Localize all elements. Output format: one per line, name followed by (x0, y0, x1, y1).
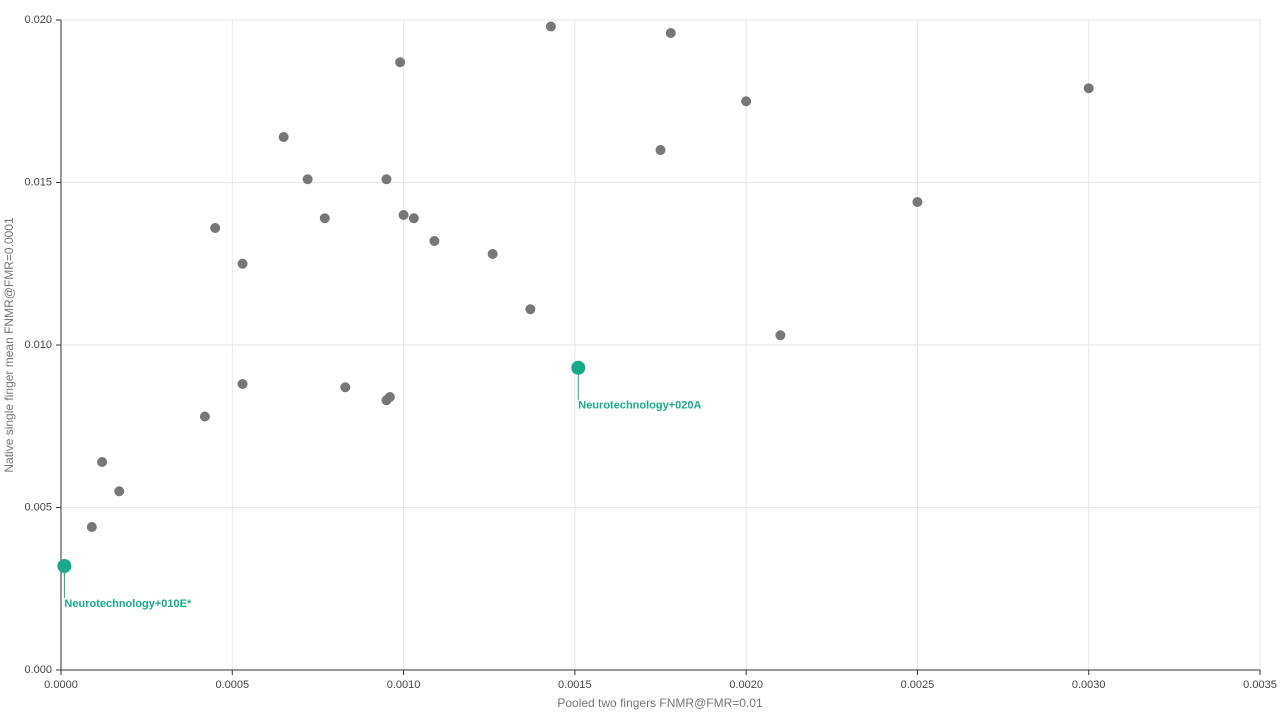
y-tick-label: 0.020 (24, 14, 52, 26)
point (384, 392, 395, 402)
y-tick-label: 0.010 (24, 339, 52, 351)
point (655, 145, 666, 155)
y-tick-label: 0.015 (24, 176, 52, 188)
point (429, 236, 440, 246)
point (210, 223, 221, 233)
point (340, 382, 351, 393)
highlight-point (57, 559, 72, 573)
point (381, 174, 392, 185)
x-tick-label: 0.0035 (1243, 679, 1277, 691)
point (97, 457, 108, 467)
point (1083, 83, 1094, 94)
point (912, 197, 923, 207)
point (741, 96, 752, 107)
point (319, 213, 330, 224)
y-tick-label: 0.000 (24, 664, 52, 676)
x-axis-title: Pooled two fingers FNMR@FMR=0.01 (557, 696, 763, 710)
point (114, 486, 125, 497)
point (665, 28, 676, 38)
x-tick-label: 0.0015 (558, 679, 592, 691)
point (525, 304, 536, 315)
x-tick-label: 0.0005 (215, 679, 249, 691)
point (237, 258, 248, 269)
point (487, 249, 498, 259)
point (237, 379, 248, 389)
point-label: Neurotechnology+020A (578, 400, 701, 412)
x-tick-label: 0.0025 (901, 679, 935, 691)
point (398, 210, 409, 220)
point (545, 21, 556, 32)
point (395, 57, 406, 68)
point (775, 330, 786, 341)
point (86, 522, 97, 532)
point (278, 132, 289, 142)
x-tick-label: 0.0000 (44, 679, 78, 691)
point (408, 213, 419, 224)
point (302, 174, 313, 185)
point-label: Neurotechnology+010E* (64, 598, 192, 610)
x-tick-label: 0.0020 (729, 679, 763, 691)
point (199, 411, 210, 422)
highlight-point (571, 360, 586, 375)
y-tick-label: 0.005 (24, 501, 52, 513)
x-tick-label: 0.0010 (387, 679, 421, 691)
x-tick-label: 0.0030 (1072, 679, 1106, 691)
y-axis-title: Native single finger mean FNMR@FMR=0.000… (2, 217, 16, 473)
